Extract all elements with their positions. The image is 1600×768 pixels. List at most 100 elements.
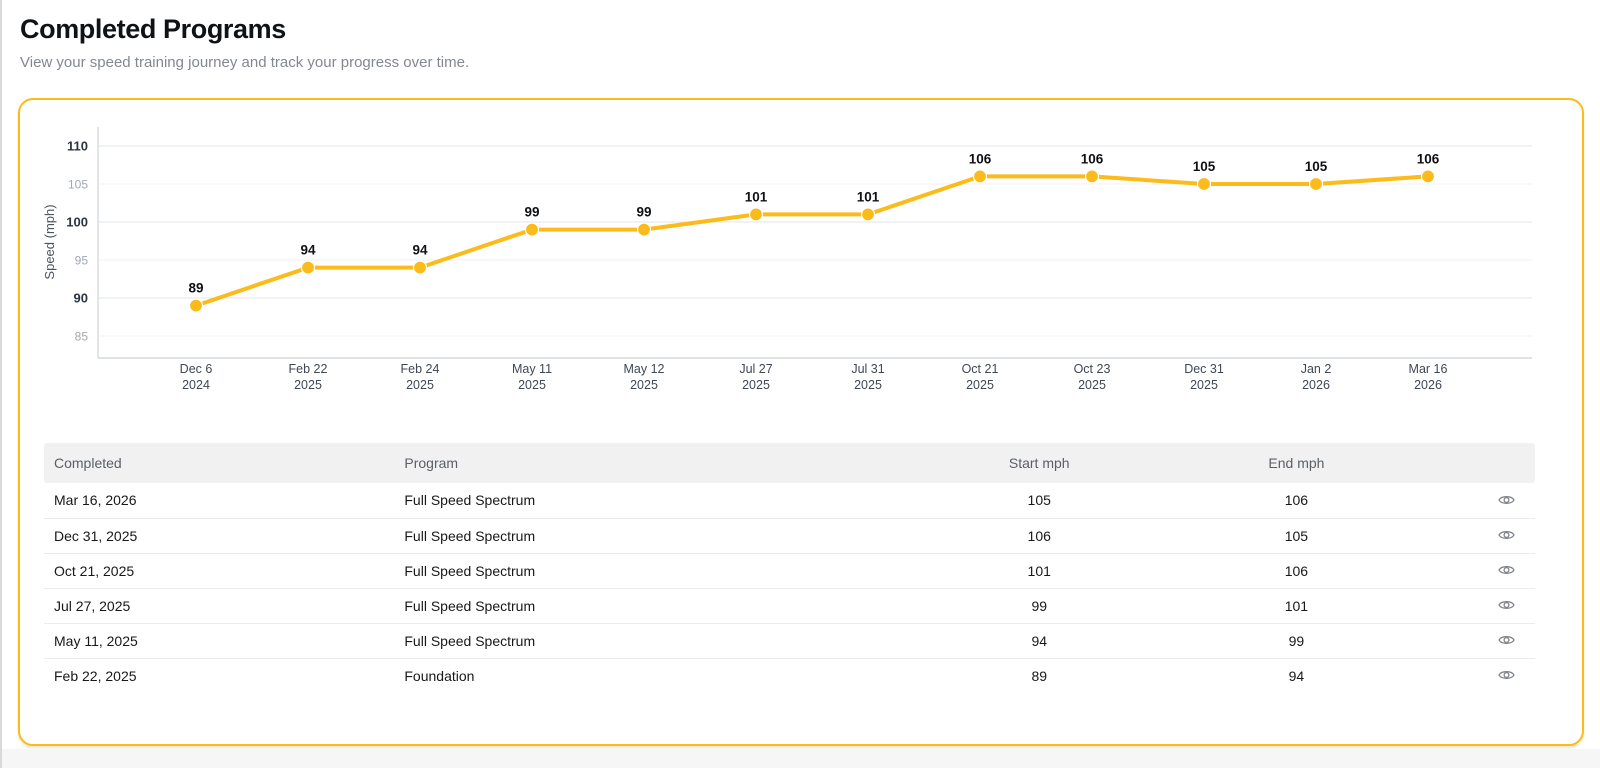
data-point[interactable] (860, 207, 876, 222)
x-tick-label-year: 2025 (406, 378, 434, 392)
data-point-label: 106 (1081, 151, 1104, 166)
data-point-label: 94 (412, 243, 428, 258)
x-tick-label: Jan 2 (1301, 362, 1332, 376)
cell-end-mph: 99 (1154, 623, 1439, 659)
eye-icon (1498, 633, 1515, 647)
x-tick-label: Oct 23 (1074, 362, 1111, 376)
eye-icon (1498, 668, 1515, 682)
data-point-label: 105 (1305, 159, 1328, 174)
x-tick-label-year: 2025 (630, 378, 658, 392)
data-point[interactable] (1308, 176, 1324, 192)
data-point-label: 99 (636, 205, 651, 220)
eye-icon (1498, 493, 1515, 507)
data-point-label: 89 (188, 281, 203, 296)
x-tick-label: Feb 24 (401, 362, 440, 376)
table-row: Jul 27, 2025 Full Speed Spectrum 99 101 (44, 588, 1535, 624)
data-point-label: 101 (745, 189, 768, 204)
view-program-button[interactable] (1496, 596, 1517, 614)
cell-start-mph: 99 (923, 588, 1155, 624)
x-tick-label: May 12 (624, 362, 665, 376)
y-tick-label: 85 (75, 330, 89, 344)
view-program-button[interactable] (1496, 526, 1517, 544)
view-program-button[interactable] (1496, 561, 1517, 579)
data-point[interactable] (524, 222, 540, 237)
column-header-completed: Completed (44, 443, 395, 483)
x-tick-label: Jul 27 (739, 362, 772, 376)
x-tick-label-year: 2024 (182, 378, 210, 392)
data-point[interactable] (1420, 169, 1436, 184)
cell-program-name: Full Speed Spectrum (394, 483, 924, 519)
speed-chart-container: 110 105 100 95 90 85 Speed (mph) 89 Dec 6 2024 94 F… (20, 102, 1582, 414)
table-row: Feb 22, 2025 Foundation 89 94 (44, 658, 1535, 693)
speed-series-line (194, 174, 1430, 308)
cell-end-mph: 105 (1154, 518, 1439, 554)
data-point[interactable] (972, 169, 988, 184)
data-point[interactable] (188, 298, 204, 313)
cell-completed-date: Oct 21, 2025 (44, 553, 395, 589)
table-row: May 11, 2025 Full Speed Spectrum 94 99 (44, 623, 1535, 659)
table-row: Oct 21, 2025 Full Speed Spectrum 101 106 (44, 553, 1535, 589)
x-tick-label-year: 2026 (1414, 378, 1442, 392)
cell-actions (1438, 483, 1535, 519)
page-title: Completed Programs (20, 14, 286, 44)
x-tick-label: May 11 (512, 362, 552, 376)
data-point-label: 94 (300, 243, 316, 258)
data-point-label: 101 (857, 189, 880, 204)
programs-table-header: Completed Program Start mph End mph (44, 443, 1535, 483)
y-tick-label: 100 (66, 215, 88, 230)
table-row: Mar 16, 2026 Full Speed Spectrum 105 106 (44, 483, 1535, 519)
data-point[interactable] (636, 222, 652, 237)
x-tick-label: Dec 6 (180, 362, 213, 376)
page-bottom-background (2, 749, 1600, 768)
page-left-divider (0, 0, 2, 768)
table-row: Dec 31, 2025 Full Speed Spectrum 106 105 (44, 518, 1535, 554)
page-header: Completed Programs View your speed train… (2, 0, 1600, 71)
cell-start-mph: 89 (923, 658, 1155, 693)
data-point[interactable] (748, 207, 764, 222)
data-point[interactable] (1084, 169, 1100, 184)
cell-actions (1438, 518, 1535, 554)
x-tick-label: Oct 21 (962, 362, 999, 376)
x-tick-label-year: 2025 (854, 378, 882, 392)
data-point-label: 106 (1417, 151, 1440, 166)
programs-table-container: Completed Program Start mph End mph Mar … (44, 443, 1535, 693)
x-tick-label-year: 2025 (966, 378, 994, 392)
view-program-button[interactable] (1496, 631, 1517, 649)
cell-end-mph: 106 (1154, 553, 1439, 589)
x-tick-label: Feb 22 (289, 362, 328, 376)
column-header-start-mph: Start mph (923, 443, 1155, 483)
cell-program-name: Full Speed Spectrum (394, 553, 924, 589)
eye-icon (1498, 563, 1515, 577)
y-tick-label: 90 (74, 291, 88, 306)
cell-start-mph: 105 (923, 483, 1155, 519)
data-point[interactable] (1196, 176, 1212, 192)
x-tick-label-year: 2025 (742, 378, 770, 392)
cell-program-name: Full Speed Spectrum (394, 623, 924, 659)
x-tick-label-year: 2025 (294, 378, 322, 392)
x-tick-label-year: 2025 (1190, 378, 1218, 392)
page-subtitle: View your speed training journey and tra… (20, 54, 470, 71)
eye-icon (1498, 528, 1515, 542)
cell-completed-date: Jul 27, 2025 (44, 588, 395, 624)
cell-start-mph: 101 (923, 553, 1155, 589)
x-tick-label-year: 2025 (1078, 378, 1106, 392)
column-header-actions (1438, 443, 1535, 483)
x-tick-label: Jul 31 (851, 362, 884, 376)
data-point[interactable] (300, 260, 316, 275)
y-tick-label: 110 (67, 139, 88, 154)
column-header-end-mph: End mph (1154, 443, 1439, 483)
view-program-button[interactable] (1496, 491, 1517, 509)
cell-program-name: Foundation (394, 658, 924, 693)
cell-actions (1438, 588, 1535, 624)
cell-start-mph: 106 (923, 518, 1155, 554)
x-tick-label-year: 2025 (518, 378, 546, 392)
data-point[interactable] (412, 260, 428, 275)
y-axis-title: Speed (mph) (42, 204, 57, 279)
cell-actions (1438, 623, 1535, 659)
speed-line-chart: 110 105 100 95 90 85 Speed (mph) 89 Dec 6 2024 94 F… (42, 127, 1532, 392)
view-program-button[interactable] (1496, 666, 1517, 684)
y-tick-label: 105 (68, 178, 88, 192)
cell-end-mph: 94 (1154, 658, 1439, 693)
cell-actions (1438, 553, 1535, 589)
x-tick-label: Mar 16 (1409, 362, 1448, 376)
